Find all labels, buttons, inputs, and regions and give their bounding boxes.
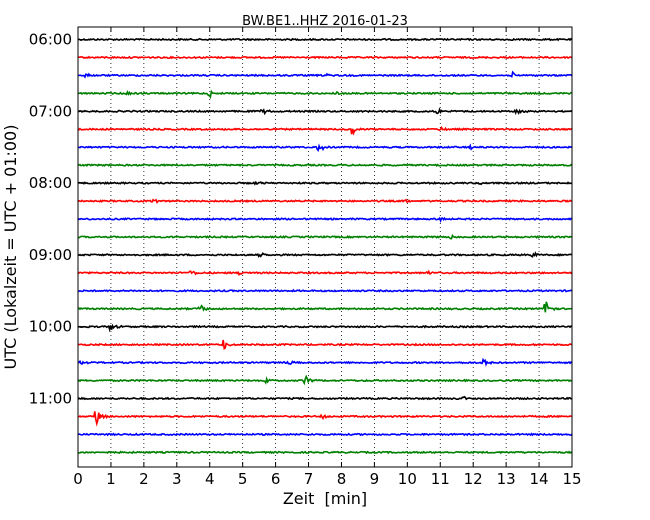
y-axis-ticks: 06:00 07:00 08:00 09:00 10:00 11:00 <box>29 31 83 408</box>
trace-1045 <box>77 374 573 386</box>
x-tick-label: 0 <box>73 470 83 488</box>
seismic-traces <box>77 37 573 455</box>
trace-0645 <box>77 89 573 100</box>
trace-0730 <box>77 143 573 153</box>
x-tick-label: 13 <box>497 470 516 488</box>
x-tick-label: 3 <box>172 470 182 488</box>
trace-0600 <box>77 37 573 42</box>
x-tick-label: 5 <box>238 470 248 488</box>
trace-0615 <box>77 55 573 60</box>
x-axis-label: Zeit [min] <box>283 489 367 508</box>
x-tick-label: 14 <box>530 470 549 488</box>
x-tick-label: 11 <box>431 470 450 488</box>
y-tick-label: 06:00 <box>29 31 72 49</box>
x-tick-label: 15 <box>562 470 581 488</box>
trace-0845 <box>77 233 573 240</box>
x-tick-label: 12 <box>464 470 483 488</box>
x-tick-label: 6 <box>271 470 281 488</box>
y-tick-label: 10:00 <box>29 318 72 336</box>
trace-0930 <box>77 288 573 293</box>
trace-0915 <box>77 269 573 277</box>
trace-1030 <box>77 357 573 367</box>
trace-1100 <box>77 395 573 401</box>
trace-0945 <box>77 301 573 313</box>
trace-0815 <box>77 198 573 205</box>
trace-1145 <box>77 450 573 455</box>
x-tick-label: 1 <box>106 470 116 488</box>
trace-0800 <box>77 180 573 186</box>
chart-title: BW.BE1..HHZ 2016-01-23 <box>242 14 408 29</box>
y-axis-label: UTC (Lokalzeit = UTC + 01:00) <box>1 125 20 370</box>
trace-1015 <box>77 339 573 351</box>
trace-1130 <box>77 432 573 437</box>
x-axis-ticks: 0 1 2 3 4 5 6 7 8 9 10 11 12 13 14 15 <box>73 27 582 488</box>
grid-lines <box>110 27 540 467</box>
x-tick-label: 2 <box>139 470 149 488</box>
x-tick-label: 8 <box>337 470 347 488</box>
trace-0830 <box>77 216 573 224</box>
y-tick-label: 11:00 <box>29 390 72 408</box>
y-tick-label: 09:00 <box>29 246 72 264</box>
x-tick-label: 7 <box>304 470 314 488</box>
x-tick-label: 4 <box>205 470 215 488</box>
x-tick-label: 9 <box>370 470 380 488</box>
plot-frame <box>77 26 573 468</box>
trace-1000 <box>77 323 573 333</box>
y-tick-label: 08:00 <box>29 174 72 192</box>
trace-0630 <box>77 70 573 79</box>
trace-0715 <box>77 125 573 136</box>
y-tick-label: 07:00 <box>29 102 72 120</box>
trace-0900 <box>77 251 573 258</box>
trace-0700 <box>77 107 573 116</box>
trace-0745 <box>77 163 573 168</box>
x-tick-label: 10 <box>398 470 417 488</box>
trace-1115 <box>77 411 573 427</box>
